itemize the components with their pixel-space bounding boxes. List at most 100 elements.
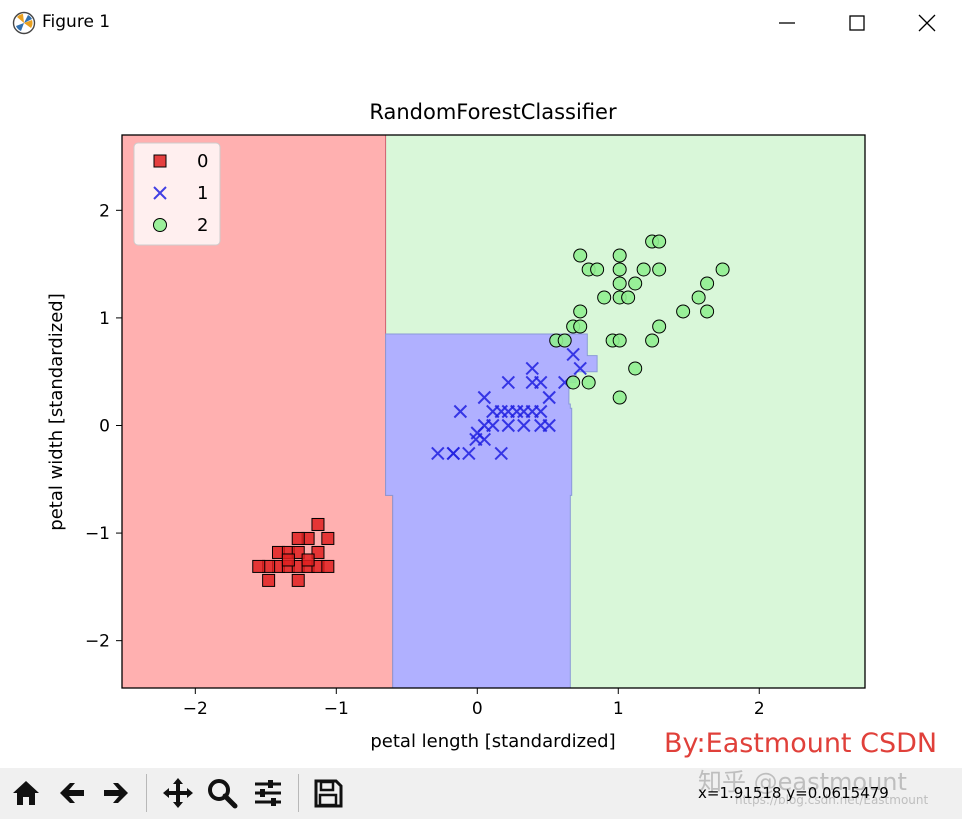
home-icon (13, 781, 39, 805)
data-point-class-2 (691, 290, 706, 305)
data-point-class-2 (573, 304, 588, 319)
legend-marker-2 (153, 218, 167, 232)
close-button[interactable] (892, 0, 962, 47)
data-point-class-2 (597, 290, 612, 305)
y-tick-label: 0 (99, 416, 110, 436)
toolbar-separator (298, 774, 299, 812)
y-tick-label: −2 (85, 632, 110, 652)
toolbar-separator (146, 774, 147, 812)
legend: 0 1 2 (133, 142, 221, 246)
data-point-class-1 (525, 361, 539, 376)
data-point-class-2 (652, 319, 667, 334)
data-point-class-1 (534, 404, 548, 419)
y-tick-label: 1 (99, 309, 110, 329)
data-point-class-2 (612, 262, 627, 277)
data-point-class-2 (557, 333, 572, 348)
legend-label: 2 (197, 215, 208, 236)
navigation-toolbar (0, 768, 962, 819)
y-tick-label: 2 (99, 201, 110, 221)
data-point-class-1 (501, 375, 516, 390)
x-tick-label: 2 (754, 699, 765, 719)
data-point-class-0 (301, 553, 315, 567)
data-point-class-2 (628, 361, 643, 376)
maximize-button[interactable] (822, 0, 892, 47)
x-tick-label: 0 (472, 699, 483, 719)
home-button[interactable] (6, 772, 46, 814)
coordinate-readout: x=1.91518 y=0.0615479 (698, 784, 889, 802)
data-point-class-1 (517, 418, 531, 433)
data-point-class-0 (311, 517, 325, 531)
minimize-button[interactable] (752, 0, 822, 47)
data-point-class-2 (715, 262, 730, 277)
data-point-class-2 (700, 304, 715, 319)
back-arrow-icon (60, 783, 84, 803)
plot-svg: −2 −1 0 1 2 −2 −1 0 1 2 RandomForestClassifier p… (46, 100, 866, 752)
window-title: Figure 1 (42, 12, 111, 32)
forward-arrow-icon (104, 783, 128, 803)
title-bar: Figure 1 (0, 0, 962, 47)
data-point-class-0 (311, 545, 325, 559)
data-point-class-2 (612, 333, 627, 348)
pan-button[interactable] (158, 772, 198, 814)
x-axis-label: petal length [standardized] (370, 731, 615, 752)
back-button[interactable] (52, 772, 92, 814)
data-point-class-2 (573, 248, 588, 263)
axes-frame (121, 134, 866, 689)
data-point-class-2 (628, 276, 643, 291)
x-tick-label: −2 (183, 699, 208, 719)
data-point-class-1 (542, 390, 556, 405)
data-point-class-0 (321, 559, 335, 573)
data-point-class-0 (262, 573, 276, 587)
data-point-class-2 (573, 319, 588, 334)
x-tick-label: 1 (613, 699, 624, 719)
configure-subplots-button[interactable] (248, 772, 288, 814)
data-point-class-0 (291, 545, 305, 559)
save-icon (314, 779, 343, 808)
data-point-class-0 (252, 559, 266, 573)
forward-button[interactable] (96, 772, 136, 814)
data-point-class-2 (652, 262, 667, 277)
save-button[interactable] (308, 772, 348, 814)
data-point-class-2 (652, 234, 667, 249)
maximize-icon (849, 15, 865, 31)
data-point-class-2 (621, 290, 636, 305)
watermark-url: https://blog.csdn.net/Eastmount (735, 793, 929, 807)
data-point-class-2 (645, 333, 660, 348)
data-point-class-1 (462, 446, 476, 461)
minimize-icon (779, 22, 795, 24)
data-point-class-0 (321, 531, 335, 545)
data-point-class-1 (446, 446, 461, 461)
decision-region-1 (385, 333, 598, 689)
data-point-class-0 (291, 573, 305, 587)
matplotlib-icon (12, 11, 36, 35)
watermark: 知乎 @eastmount (698, 768, 907, 796)
author-credit: By:Eastmount CSDN (664, 728, 938, 759)
zoom-button[interactable] (202, 772, 242, 814)
data-point-class-2 (566, 375, 581, 390)
data-point-class-1 (573, 361, 587, 376)
data-point-class-2 (612, 390, 627, 405)
data-point-class-2 (612, 248, 627, 263)
legend-label: 1 (197, 183, 208, 204)
configure-icon (255, 780, 281, 806)
data-point-class-1 (453, 404, 468, 419)
chart-title: RandomForestClassifier (369, 100, 617, 124)
pan-icon (163, 778, 193, 808)
y-axis-label: petal width [standardized] (46, 293, 67, 530)
data-point-class-2 (612, 276, 627, 291)
figure-canvas[interactable]: −2 −1 0 1 2 −2 −1 0 1 2 RandomForestClassifier p… (0, 47, 962, 768)
data-point-class-1 (470, 426, 484, 440)
data-point-class-2 (676, 304, 691, 319)
x-tick-label: −1 (324, 699, 349, 719)
data-point-class-1 (566, 347, 580, 362)
legend-marker-0 (153, 154, 167, 168)
y-tick-label: −1 (85, 524, 110, 544)
legend-marker-1 (153, 186, 167, 200)
data-point-class-1 (501, 418, 516, 433)
data-point-class-1 (534, 375, 548, 390)
data-point-class-1 (431, 446, 445, 461)
data-point-class-1 (477, 390, 492, 405)
data-point-class-2 (590, 262, 605, 277)
data-point-class-0 (291, 531, 305, 545)
data-point-class-2 (581, 375, 596, 390)
